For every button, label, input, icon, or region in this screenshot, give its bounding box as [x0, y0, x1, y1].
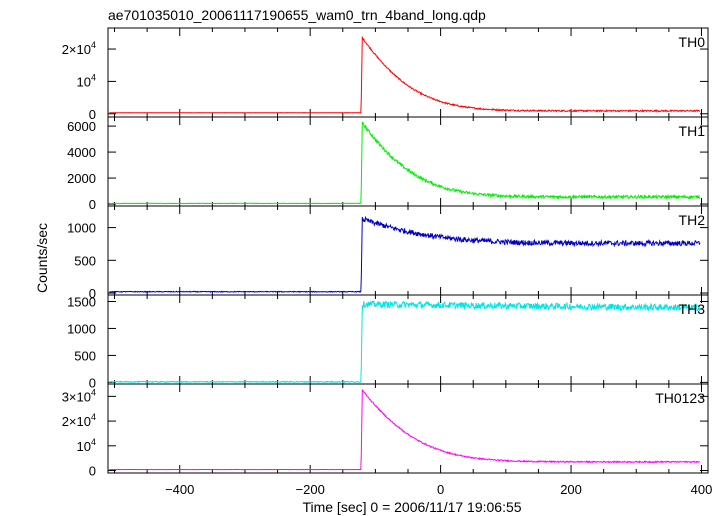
- series-line-th1: [109, 121, 700, 205]
- series-line-th2: [108, 215, 701, 293]
- series-line-th0: [109, 35, 701, 114]
- panel-frame: [107, 205, 709, 296]
- x-tick-label: −200: [296, 482, 325, 497]
- panel-th2: 1000 500 0 TH2: [67, 205, 709, 301]
- y-tick-label: 3×104: [62, 387, 96, 404]
- x-tick-label: 200: [560, 482, 582, 497]
- panel-frame: [107, 383, 709, 474]
- panel-frame: [107, 27, 709, 118]
- panel-th3: 1500 1000 500 0 TH3: [67, 294, 709, 390]
- y-tick-exponent: 4: [91, 72, 96, 82]
- y-tick-label: 2×104: [62, 40, 96, 57]
- panels-group: 2×1041040TH06000400020000TH110005000TH21…: [62, 27, 713, 497]
- y-tick-label: 2000: [67, 171, 96, 186]
- y-tick-exponent: 4: [91, 40, 96, 50]
- y-tick-exponent: 4: [91, 412, 96, 422]
- panel-th1: 6000 4000 2000 0 TH1: [67, 116, 709, 212]
- y-tick-label: 2×104: [62, 412, 96, 429]
- y-tick-label: 104: [77, 437, 96, 454]
- x-tick-label: 400: [691, 482, 713, 497]
- y-tick-label: 1000: [67, 321, 96, 336]
- panel-label-th1: TH1: [679, 123, 706, 139]
- panel-label-th3: TH3: [679, 301, 706, 317]
- y-axis-label: Counts/sec: [34, 223, 50, 293]
- y-tick-label: 104: [77, 72, 96, 89]
- y-tick-label: 0: [89, 197, 96, 212]
- panel-th0123: 3×104 2×104 104 0 TH0123: [62, 383, 709, 479]
- panel-label-th2: TH2: [679, 212, 706, 228]
- y-tick-exponent: 4: [91, 437, 96, 447]
- y-tick-exponent: 4: [91, 387, 96, 397]
- series-line-th0123: [109, 389, 701, 471]
- panel-label-th0: TH0: [679, 34, 706, 50]
- y-tick-label: 0: [89, 286, 96, 301]
- y-tick-label: 6000: [67, 119, 96, 134]
- y-tick-label: 500: [74, 253, 96, 268]
- y-tick-label: 4000: [67, 145, 96, 160]
- x-tick-label: −400: [165, 482, 194, 497]
- x-axis-label: Time [sec] 0 = 2006/11/17 19:06:55: [302, 499, 521, 515]
- chart-title: ae701035010_20061117190655_wam0_trn_4ban…: [108, 7, 486, 23]
- y-tick-label: 0: [89, 464, 96, 479]
- panel-frame: [107, 116, 709, 207]
- y-tick-label: 1000: [67, 221, 96, 236]
- panel-label-th0123: TH0123: [655, 390, 705, 406]
- series-line-th3: [109, 300, 701, 384]
- x-tick-label: 0: [437, 482, 444, 497]
- panel-th0: 2×104 104 0 TH0: [62, 27, 709, 122]
- y-tick-label: 0: [89, 107, 96, 122]
- y-tick-label: 1500: [67, 294, 96, 309]
- y-tick-label: 500: [74, 348, 96, 363]
- y-tick-label: 0: [89, 375, 96, 390]
